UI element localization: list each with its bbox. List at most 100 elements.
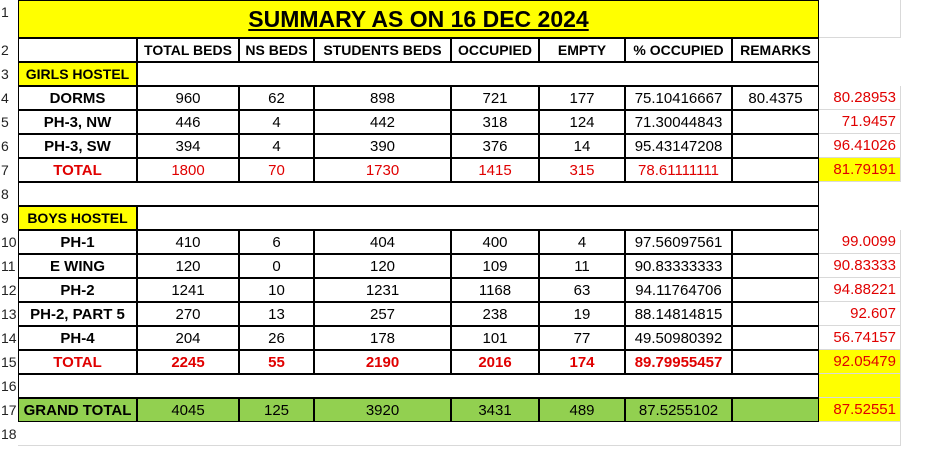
remarks-cell[interactable] (732, 254, 819, 278)
empty-cell[interactable]: 11 (539, 254, 625, 278)
row-number[interactable]: 14 (1, 330, 17, 346)
extra-value-cell[interactable]: 94.88221 (819, 278, 901, 302)
remarks-cell[interactable] (732, 158, 819, 182)
row-number[interactable]: 16 (1, 378, 17, 394)
extra-value-cell[interactable]: 92.607 (819, 302, 901, 326)
occupied-cell[interactable]: 400 (451, 230, 539, 254)
remarks-cell[interactable] (732, 134, 819, 158)
total-beds-cell[interactable]: 960 (137, 86, 239, 110)
row-number[interactable]: 2 (1, 42, 9, 58)
percent-occupied-cell[interactable]: 90.83333333 (625, 254, 732, 278)
empty-cell[interactable]: 174 (539, 350, 625, 374)
students-beds-cell[interactable]: 120 (314, 254, 451, 278)
total-beds-cell[interactable]: 4045 (137, 398, 239, 422)
occupied-cell[interactable]: 2016 (451, 350, 539, 374)
extra-value-cell[interactable]: 90.83333 (819, 254, 901, 278)
cell[interactable] (18, 422, 901, 446)
cell[interactable] (137, 62, 819, 86)
cell[interactable] (819, 374, 901, 398)
girls-hostel-label[interactable]: GIRLS HOSTEL (18, 62, 137, 86)
row-number[interactable]: 3 (1, 66, 9, 82)
row-label[interactable]: PH-3, NW (18, 110, 137, 134)
extra-value-cell[interactable]: 56.74157 (819, 326, 901, 350)
header-students-beds[interactable]: STUDENTS BEDS (314, 38, 451, 62)
row-label[interactable]: GRAND TOTAL (18, 398, 137, 422)
row-number[interactable]: 8 (1, 186, 9, 202)
row-number[interactable]: 6 (1, 138, 9, 154)
ns-beds-cell[interactable]: 4 (239, 110, 314, 134)
remarks-cell[interactable] (732, 230, 819, 254)
students-beds-cell[interactable]: 390 (314, 134, 451, 158)
ns-beds-cell[interactable]: 125 (239, 398, 314, 422)
extra-value-cell[interactable]: 81.79191 (819, 158, 901, 182)
sheet-title[interactable]: SUMMARY AS ON 16 DEC 2024 (18, 0, 819, 38)
cell[interactable] (819, 0, 901, 38)
students-beds-cell[interactable]: 898 (314, 86, 451, 110)
empty-cell[interactable]: 489 (539, 398, 625, 422)
remarks-cell[interactable] (732, 278, 819, 302)
students-beds-cell[interactable]: 1231 (314, 278, 451, 302)
ns-beds-cell[interactable]: 0 (239, 254, 314, 278)
occupied-cell[interactable]: 101 (451, 326, 539, 350)
ns-beds-cell[interactable]: 10 (239, 278, 314, 302)
cell[interactable] (18, 182, 819, 206)
row-number[interactable]: 17 (1, 402, 17, 418)
header-occupied[interactable]: OCCUPIED (451, 38, 539, 62)
row-number[interactable]: 11 (1, 258, 16, 274)
percent-occupied-cell[interactable]: 88.14814815 (625, 302, 732, 326)
occupied-cell[interactable]: 3431 (451, 398, 539, 422)
boys-hostel-label[interactable]: BOYS HOSTEL (18, 206, 137, 230)
students-beds-cell[interactable]: 442 (314, 110, 451, 134)
row-number[interactable]: 9 (1, 210, 9, 226)
row-label[interactable]: TOTAL (18, 350, 137, 374)
percent-occupied-cell[interactable]: 75.10416667 (625, 86, 732, 110)
row-label[interactable]: PH-4 (18, 326, 137, 350)
header-remarks[interactable]: REMARKS (732, 38, 819, 62)
row-number[interactable]: 5 (1, 114, 9, 130)
occupied-cell[interactable]: 721 (451, 86, 539, 110)
remarks-cell[interactable] (732, 326, 819, 350)
row-label[interactable]: DORMS (18, 86, 137, 110)
row-number[interactable]: 18 (1, 426, 17, 442)
percent-occupied-cell[interactable]: 87.5255102 (625, 398, 732, 422)
extra-value-cell[interactable]: 96.41026 (819, 134, 901, 158)
total-beds-cell[interactable]: 1241 (137, 278, 239, 302)
total-beds-cell[interactable]: 446 (137, 110, 239, 134)
row-number[interactable]: 15 (1, 354, 17, 370)
row-label[interactable]: PH-1 (18, 230, 137, 254)
percent-occupied-cell[interactable]: 78.61111111 (625, 158, 732, 182)
row-label[interactable]: PH-2, PART 5 (18, 302, 137, 326)
remarks-cell[interactable]: 80.4375 (732, 86, 819, 110)
extra-value-cell[interactable]: 92.05479 (819, 350, 901, 374)
cell[interactable] (137, 206, 819, 230)
empty-cell[interactable]: 63 (539, 278, 625, 302)
total-beds-cell[interactable]: 2245 (137, 350, 239, 374)
empty-cell[interactable]: 315 (539, 158, 625, 182)
header-total-beds[interactable]: TOTAL BEDS (137, 38, 239, 62)
students-beds-cell[interactable]: 178 (314, 326, 451, 350)
percent-occupied-cell[interactable]: 49.50980392 (625, 326, 732, 350)
row-number[interactable]: 7 (1, 162, 9, 178)
total-beds-cell[interactable]: 1800 (137, 158, 239, 182)
students-beds-cell[interactable]: 404 (314, 230, 451, 254)
empty-cell[interactable]: 14 (539, 134, 625, 158)
total-beds-cell[interactable]: 120 (137, 254, 239, 278)
ns-beds-cell[interactable]: 70 (239, 158, 314, 182)
empty-cell[interactable]: 4 (539, 230, 625, 254)
ns-beds-cell[interactable]: 6 (239, 230, 314, 254)
occupied-cell[interactable]: 238 (451, 302, 539, 326)
students-beds-cell[interactable]: 3920 (314, 398, 451, 422)
ns-beds-cell[interactable]: 55 (239, 350, 314, 374)
header-percent-occupied[interactable]: % OCCUPIED (625, 38, 732, 62)
extra-value-cell[interactable]: 71.9457 (819, 110, 901, 134)
row-label[interactable]: PH-2 (18, 278, 137, 302)
percent-occupied-cell[interactable]: 95.43147208 (625, 134, 732, 158)
empty-cell[interactable]: 77 (539, 326, 625, 350)
occupied-cell[interactable]: 1168 (451, 278, 539, 302)
occupied-cell[interactable]: 1415 (451, 158, 539, 182)
extra-value-cell[interactable]: 99.0099 (819, 230, 901, 254)
row-number[interactable]: 12 (1, 282, 17, 298)
occupied-cell[interactable]: 109 (451, 254, 539, 278)
row-number[interactable]: 10 (1, 234, 17, 250)
remarks-cell[interactable] (732, 302, 819, 326)
